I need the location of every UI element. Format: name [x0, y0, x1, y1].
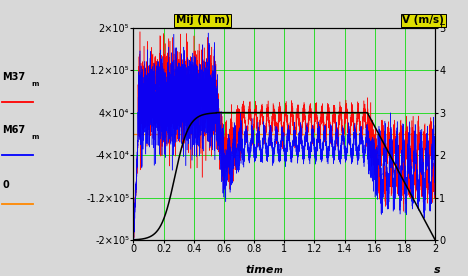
Text: 0: 0	[2, 180, 9, 190]
Text: s: s	[434, 265, 441, 275]
Text: V (m/s): V (m/s)	[402, 15, 444, 25]
Text: M37: M37	[2, 72, 25, 82]
Text: m: m	[31, 134, 39, 140]
Text: m: m	[31, 81, 39, 87]
Text: time: time	[246, 265, 274, 275]
Text: M67: M67	[2, 125, 25, 135]
Text: m: m	[274, 266, 283, 275]
Text: Mij (N m): Mij (N m)	[176, 15, 230, 25]
